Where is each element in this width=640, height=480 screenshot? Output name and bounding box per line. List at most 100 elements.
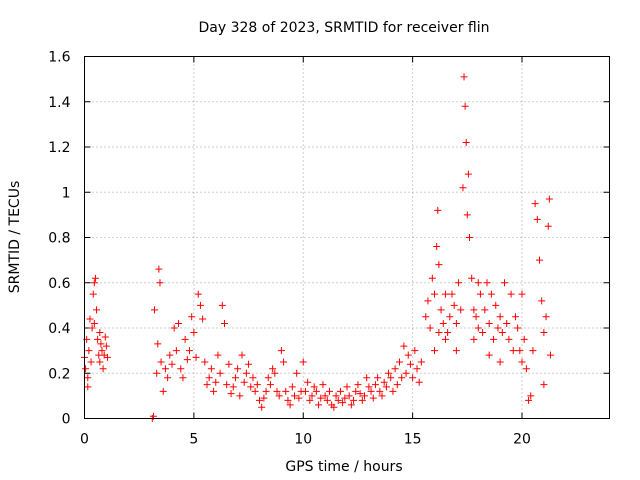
- data-point: [273, 387, 281, 395]
- data-point: [455, 279, 463, 287]
- data-point: [330, 403, 338, 411]
- data-point: [409, 374, 417, 382]
- data-point: [308, 392, 316, 400]
- data-point: [229, 383, 237, 391]
- data-point: [304, 378, 312, 386]
- data-point: [352, 387, 360, 395]
- data-point: [317, 394, 325, 402]
- data-point: [470, 306, 478, 314]
- data-point: [269, 365, 277, 373]
- data-point: [201, 358, 209, 366]
- data-point: [218, 301, 226, 309]
- data-point: [90, 279, 98, 287]
- data-point: [389, 387, 397, 395]
- data-point: [98, 347, 106, 355]
- data-point: [94, 335, 102, 343]
- data-point: [286, 401, 294, 409]
- data-point: [422, 313, 430, 321]
- data-point: [542, 313, 550, 321]
- data-point: [415, 378, 423, 386]
- y-tick-label: 0.4: [48, 321, 70, 337]
- data-point: [514, 324, 522, 332]
- x-tick-label: 0: [80, 432, 89, 448]
- data-point: [450, 301, 458, 309]
- data-point: [446, 313, 454, 321]
- data-point: [441, 335, 449, 343]
- y-axis-label: SRMTID / TECUs: [7, 181, 23, 294]
- data-point: [498, 329, 506, 337]
- data-point: [387, 374, 395, 382]
- data-point: [221, 319, 228, 327]
- data-point: [277, 347, 285, 355]
- data-point: [509, 347, 517, 355]
- data-point: [271, 369, 279, 377]
- data-point: [378, 392, 386, 400]
- data-point: [483, 279, 491, 287]
- data-point: [431, 290, 438, 298]
- data-point: [396, 358, 403, 366]
- data-point: [380, 378, 388, 386]
- data-point: [207, 365, 215, 373]
- data-point: [460, 73, 468, 81]
- data-point: [520, 335, 528, 343]
- data-point: [374, 374, 382, 382]
- data-point: [84, 374, 92, 382]
- data-point: [186, 347, 193, 355]
- data-point: [295, 394, 303, 402]
- data-point: [393, 381, 401, 389]
- y-tick-label: 1.2: [48, 140, 70, 156]
- data-point: [496, 313, 504, 321]
- data-point: [262, 387, 270, 395]
- data-point: [343, 383, 351, 391]
- data-point: [492, 301, 500, 309]
- data-point: [385, 369, 393, 377]
- data-point: [175, 319, 183, 327]
- data-point: [522, 365, 530, 373]
- data-point: [518, 290, 526, 298]
- data-point: [266, 381, 274, 389]
- data-point: [341, 394, 349, 402]
- data-point: [527, 392, 535, 400]
- y-tick-label: 1.4: [48, 95, 70, 111]
- data-point: [299, 358, 307, 366]
- data-point: [545, 195, 553, 203]
- data-point: [179, 374, 187, 382]
- data-point: [437, 306, 445, 314]
- data-point: [461, 102, 469, 110]
- data-point: [434, 206, 442, 214]
- data-point: [468, 274, 476, 282]
- y-tick-label: 0: [62, 412, 71, 428]
- data-point: [264, 374, 272, 382]
- data-point: [474, 279, 482, 287]
- data-point: [216, 369, 224, 377]
- data-point: [194, 290, 202, 298]
- data-point: [332, 392, 340, 400]
- data-point: [433, 243, 441, 251]
- data-point: [529, 347, 537, 355]
- data-point: [350, 396, 358, 404]
- data-point: [544, 222, 552, 230]
- data-point: [238, 351, 246, 359]
- data-point: [315, 401, 323, 409]
- data-point: [312, 387, 320, 395]
- data-point: [85, 347, 93, 355]
- data-point: [505, 335, 513, 343]
- data-point: [96, 358, 104, 366]
- data-point: [365, 383, 373, 391]
- data-point: [540, 329, 548, 337]
- data-point: [249, 374, 257, 382]
- data-point: [293, 369, 301, 377]
- y-tick-labels: 0 0.2 0.4 0.6 0.8 1 1.2 1.4 1.6: [48, 50, 70, 428]
- data-point: [472, 313, 480, 321]
- data-point: [227, 390, 235, 398]
- y-tick-label: 1.6: [48, 50, 70, 66]
- data-point: [371, 381, 379, 389]
- data-point: [511, 313, 519, 321]
- data-point: [225, 360, 233, 368]
- data-point: [435, 261, 443, 269]
- data-point: [411, 347, 419, 355]
- x-tick-label: 5: [189, 432, 198, 448]
- data-point: [323, 396, 331, 404]
- data-point: [326, 387, 333, 395]
